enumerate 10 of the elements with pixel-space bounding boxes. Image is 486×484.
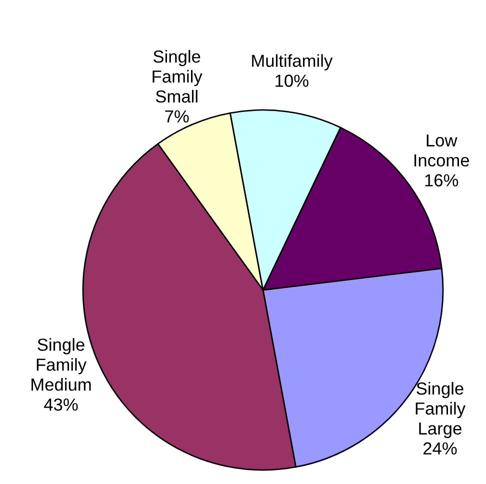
- slice-label: Single Family Medium: [32, 338, 91, 391]
- data-label: 16%: [425, 174, 458, 186]
- data-label: 24%: [423, 442, 457, 455]
- slice-label: Multifamily: [252, 54, 333, 70]
- data-label: 7%: [165, 110, 189, 123]
- slice-label: Low Income: [414, 134, 470, 167]
- data-label: 43%: [44, 398, 78, 411]
- slice-label: Single Family Small: [152, 50, 202, 103]
- data-label: 10%: [276, 74, 308, 87]
- slice-label: Single Family Large: [416, 382, 466, 438]
